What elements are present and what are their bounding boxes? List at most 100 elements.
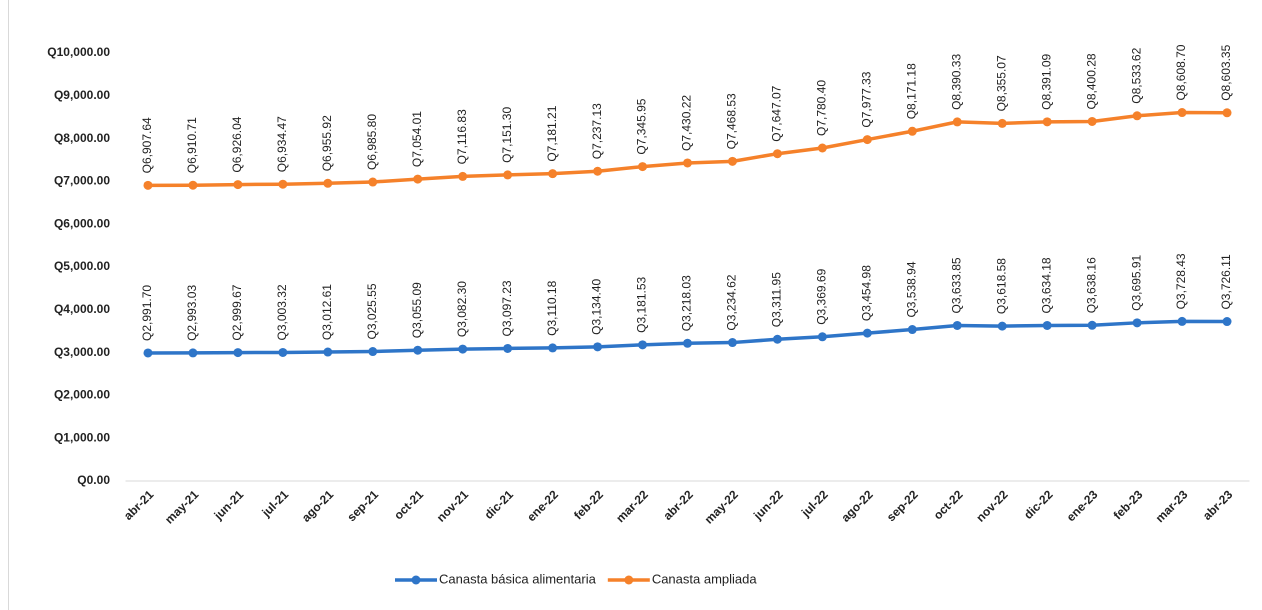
data-point xyxy=(413,174,423,184)
value-label: Q8,533.62 xyxy=(1129,47,1143,103)
value-label: Q8,390.33 xyxy=(949,54,963,110)
data-point xyxy=(997,118,1007,128)
data-point xyxy=(503,343,513,353)
value-label: Q3,097.23 xyxy=(500,280,514,336)
value-label: Q3,003.32 xyxy=(275,284,289,340)
data-point xyxy=(1042,320,1052,330)
value-label: Q3,618.58 xyxy=(994,258,1008,314)
value-label: Q6,985.80 xyxy=(365,114,379,170)
value-label: Q7,054.01 xyxy=(410,111,424,167)
data-point xyxy=(548,343,558,353)
value-label: Q8,603.35 xyxy=(1219,44,1233,100)
y-tick-label: Q7,000.00 xyxy=(54,174,110,188)
value-label: Q6,926.04 xyxy=(230,116,244,172)
data-point xyxy=(683,158,692,168)
data-point xyxy=(997,321,1007,331)
data-point xyxy=(548,169,558,179)
value-label: Q3,695.91 xyxy=(1129,254,1143,310)
value-label: Q3,454.98 xyxy=(860,265,874,321)
value-label: Q6,907.64 xyxy=(140,117,154,173)
data-point xyxy=(368,177,378,187)
value-label: Q7,181.21 xyxy=(545,105,559,161)
data-point xyxy=(907,126,917,136)
y-tick-label: Q3,000.00 xyxy=(54,345,110,359)
data-point xyxy=(188,180,198,190)
value-label: Q2,993.03 xyxy=(185,285,199,341)
value-label: Q7,468.53 xyxy=(725,93,739,149)
data-point xyxy=(817,332,827,342)
value-label: Q3,025.55 xyxy=(365,283,379,339)
data-point xyxy=(1177,108,1187,118)
y-tick-label: Q1,000.00 xyxy=(54,430,110,444)
data-point xyxy=(1132,318,1142,328)
data-point xyxy=(862,328,872,338)
value-label: Q7,345.95 xyxy=(635,98,649,154)
data-point xyxy=(458,344,468,354)
value-label: Q2,991.70 xyxy=(140,285,154,341)
legend-marker xyxy=(624,575,634,585)
data-point xyxy=(1132,111,1142,121)
y-tick-label: Q0.00 xyxy=(77,473,110,487)
value-label: Q7,647.07 xyxy=(770,85,784,141)
value-label: Q3,134.40 xyxy=(590,278,604,334)
data-point xyxy=(593,166,603,176)
y-tick-label: Q2,000.00 xyxy=(54,388,110,402)
value-label: Q8,608.70 xyxy=(1174,44,1188,100)
value-label: Q7,116.83 xyxy=(455,109,469,164)
data-point xyxy=(278,347,288,357)
data-point xyxy=(817,143,827,153)
data-point xyxy=(233,180,243,190)
value-label: Q7,780.40 xyxy=(815,80,829,136)
data-point xyxy=(772,149,782,159)
data-point xyxy=(458,171,468,181)
value-label: Q3,311.95 xyxy=(770,272,784,327)
data-point xyxy=(1177,316,1187,326)
value-label: Q8,171.18 xyxy=(904,63,918,119)
value-label: Q3,634.18 xyxy=(1039,257,1053,313)
data-point xyxy=(1087,320,1097,330)
data-point xyxy=(368,347,378,357)
data-point xyxy=(323,178,333,188)
legend-marker xyxy=(411,575,421,585)
value-label: Q2,999.67 xyxy=(230,284,244,340)
value-label: Q3,638.16 xyxy=(1084,257,1098,313)
value-label: Q8,355.07 xyxy=(994,55,1008,111)
data-point xyxy=(1087,116,1097,126)
data-point xyxy=(143,348,153,358)
y-tick-label: Q5,000.00 xyxy=(54,259,110,273)
data-point xyxy=(952,117,962,127)
y-tick-label: Q4,000.00 xyxy=(54,302,110,316)
value-label: Q3,082.30 xyxy=(455,281,469,337)
data-point xyxy=(1042,117,1052,127)
data-point xyxy=(727,156,737,166)
data-point xyxy=(143,180,153,190)
value-label: Q3,181.53 xyxy=(635,276,649,332)
data-point xyxy=(683,338,692,348)
value-label: Q3,728.43 xyxy=(1174,253,1188,309)
value-label: Q3,012.61 xyxy=(320,284,334,340)
value-label: Q7,430.22 xyxy=(680,95,694,151)
value-label: Q6,934.47 xyxy=(275,116,289,172)
value-label: Q3,369.69 xyxy=(815,268,829,324)
value-label: Q3,633.85 xyxy=(949,257,963,313)
value-label: Q7,237.13 xyxy=(590,103,604,159)
data-point xyxy=(1222,317,1232,327)
value-label: Q6,955.92 xyxy=(320,115,334,171)
data-point xyxy=(952,320,962,330)
legend-label: Canasta básica alimentaria xyxy=(439,571,597,586)
value-label: Q3,234.62 xyxy=(725,274,739,330)
y-tick-label: Q9,000.00 xyxy=(54,88,110,102)
value-label: Q7,977.33 xyxy=(860,71,874,127)
data-point xyxy=(278,179,288,189)
value-label: Q6,910.71 xyxy=(185,117,199,173)
y-tick-label: Q8,000.00 xyxy=(54,131,110,145)
data-point xyxy=(503,170,513,180)
data-point xyxy=(593,342,603,352)
value-label: Q3,538.94 xyxy=(904,261,918,317)
y-tick-label: Q10,000.00 xyxy=(47,45,110,59)
value-label: Q3,055.09 xyxy=(410,282,424,338)
value-label: Q7,151.30 xyxy=(500,107,514,163)
value-label: Q3,726.11 xyxy=(1219,254,1233,309)
